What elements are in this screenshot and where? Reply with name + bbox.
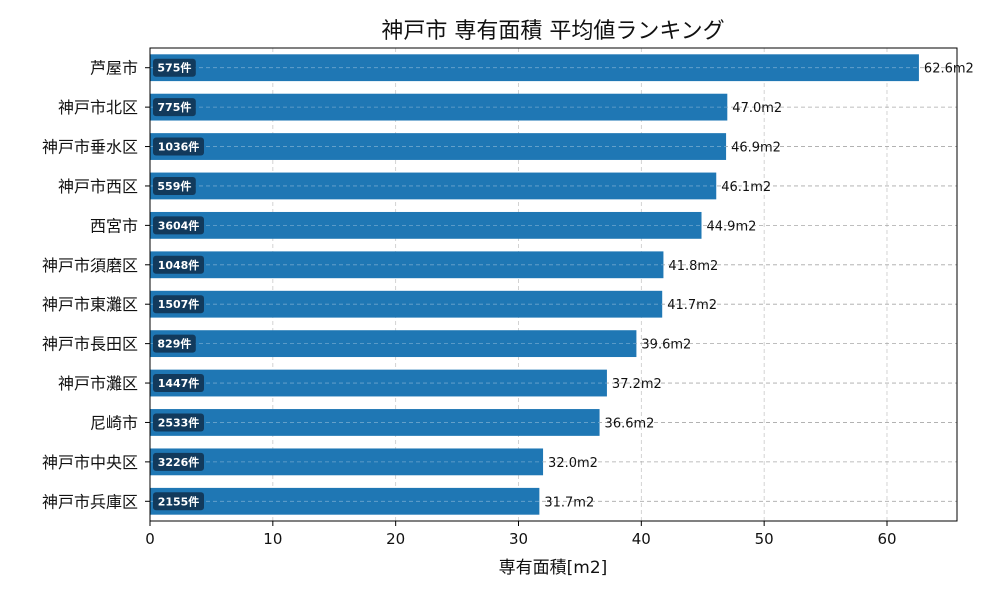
value-label: 31.7m2 [544, 495, 594, 510]
x-tick-label: 0 [145, 530, 155, 548]
count-badge [153, 295, 204, 314]
chart-title: 神戸市 専有面積 平均値ランキング [381, 19, 724, 44]
count-badge [153, 492, 204, 511]
category-label: 芦屋市 [90, 59, 138, 78]
bar [150, 409, 600, 436]
count-badge [153, 176, 196, 195]
bars: 62.6m2 575件 47.0m2 775件 46.9m2 1036件 46.1m2 559… [150, 54, 974, 515]
category-label: 神戸市灘区 [58, 374, 138, 393]
x-tick-label: 40 [632, 530, 651, 548]
count-label: 2155件 [158, 494, 200, 508]
category-label: 神戸市北区 [58, 98, 138, 117]
category-label: 神戸市須磨区 [42, 256, 138, 275]
value-label: 36.6m2 [605, 416, 655, 431]
plot-frame [149, 47, 958, 522]
count-label: 3226件 [158, 455, 200, 469]
x-tick-label: 30 [509, 530, 528, 548]
x-tick-label: 50 [755, 530, 774, 548]
value-label: 47.0m2 [732, 101, 782, 116]
count-badge [153, 452, 204, 471]
category-label: 尼崎市 [90, 413, 138, 432]
bar [150, 172, 717, 200]
bar [150, 211, 702, 239]
count-label: 829件 [157, 337, 191, 351]
bar [150, 251, 664, 279]
bar [150, 369, 607, 397]
axes: 0 10 20 30 40 50 60 芦屋市神戸市北区神戸市垂水区神戸市西区西宮市神戸市須磨… [42, 59, 897, 548]
bar [150, 330, 637, 358]
value-label: 32.0m2 [548, 456, 598, 471]
category-label: 神戸市長田区 [42, 335, 138, 354]
count-badge [153, 137, 204, 156]
x-axis-label: 専有面積[m2] [499, 558, 608, 578]
count-badge [153, 255, 204, 274]
value-label: 39.6m2 [641, 338, 691, 353]
bar [150, 93, 728, 121]
count-badge [153, 374, 204, 393]
bar [150, 54, 919, 82]
count-label: 1507件 [158, 297, 200, 311]
bar [150, 487, 540, 515]
count-badge [153, 413, 204, 432]
bar [150, 133, 727, 160]
count-label: 559件 [157, 179, 191, 193]
value-label: 46.9m2 [731, 141, 781, 156]
x-tick-label: 20 [386, 530, 405, 548]
category-label: 西宮市 [90, 216, 138, 235]
value-label: 37.2m2 [612, 377, 662, 392]
category-label: 神戸市西区 [58, 177, 138, 196]
x-tick-label: 60 [877, 530, 896, 548]
category-label: 神戸市兵庫区 [42, 492, 138, 511]
value-label: 62.6m2 [924, 62, 974, 77]
count-label: 575件 [157, 61, 191, 75]
count-label: 1036件 [158, 140, 200, 154]
count-label: 1048件 [158, 258, 200, 272]
count-badge [153, 58, 196, 77]
value-label: 41.7m2 [667, 298, 717, 313]
count-label: 2533件 [158, 415, 200, 429]
category-label: 神戸市東灘区 [42, 295, 138, 314]
category-label: 神戸市垂水区 [42, 138, 138, 157]
bar [150, 448, 544, 476]
value-label: 44.9m2 [707, 219, 757, 234]
count-badge [153, 216, 204, 235]
count-badge [153, 98, 196, 117]
count-badge [153, 334, 196, 353]
count-label: 775件 [157, 100, 191, 114]
x-tick-label: 10 [263, 530, 282, 548]
count-label: 1447件 [158, 376, 200, 390]
count-label: 3604件 [158, 218, 200, 232]
category-label: 神戸市中央区 [42, 453, 138, 472]
bar [150, 290, 663, 318]
value-label: 46.1m2 [721, 180, 771, 195]
value-label: 41.8m2 [668, 259, 718, 274]
